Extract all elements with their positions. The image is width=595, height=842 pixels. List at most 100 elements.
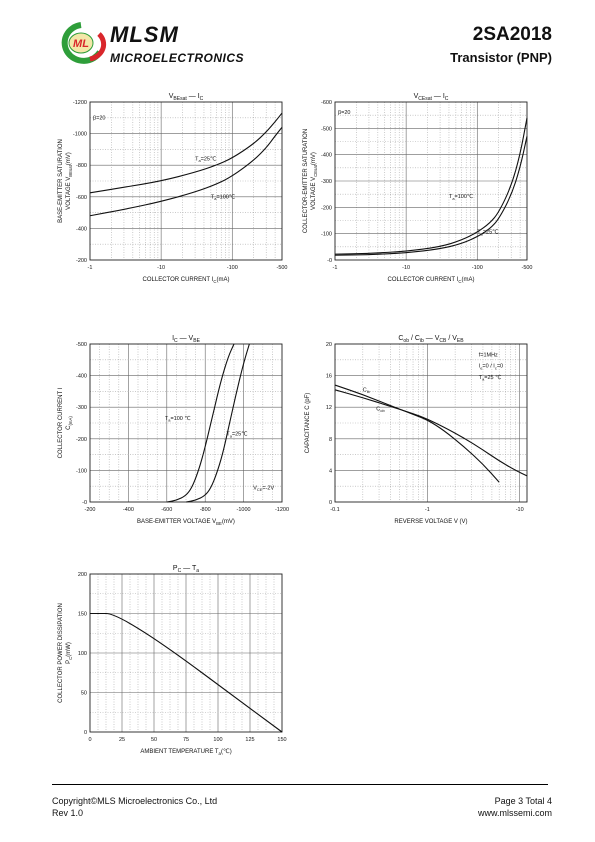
y-tick-label: -1200 xyxy=(73,100,87,106)
y-tick-label: 100 xyxy=(78,651,87,657)
y-tick-label: -400 xyxy=(76,226,87,232)
x-tick-label: 100 xyxy=(213,737,222,743)
chart-annotation: Ta=25 ℃ xyxy=(479,374,502,382)
y-tick-label: -500 xyxy=(76,342,87,348)
y-tick-label: -800 xyxy=(76,163,87,169)
series-line-0 xyxy=(334,384,500,483)
y-tick-label: -100 xyxy=(76,468,87,474)
x-axis-label: COLLECTOR CURRENT IC(mA) xyxy=(388,277,475,284)
footer-divider xyxy=(52,784,548,785)
x-tick-label: -10 xyxy=(157,265,165,271)
x-tick-label: -1 xyxy=(333,265,338,271)
x-tick-label: -10 xyxy=(516,507,524,513)
plot-frame xyxy=(89,101,283,261)
series-line-1 xyxy=(334,389,528,477)
grid xyxy=(90,344,282,502)
chart-title: VCEsat — IC xyxy=(414,93,449,102)
y-tick-label: 0 xyxy=(84,730,87,736)
y-tick-label: -200 xyxy=(76,437,87,443)
y-tick-label: -500 xyxy=(321,126,332,132)
y-tick-label: 8 xyxy=(329,437,332,443)
y-tick-label: -400 xyxy=(321,153,332,159)
x-tick-label: -100 xyxy=(227,265,238,271)
y-tick-label: 16 xyxy=(326,374,332,380)
y-tick-label: -200 xyxy=(76,258,87,264)
series-label: Ta=25℃ xyxy=(226,431,247,439)
x-axis-label: BASE-EMITTER VOLTAGE VBE(mV) xyxy=(137,519,235,526)
grid xyxy=(335,344,527,502)
logo-letters: ML xyxy=(73,38,89,50)
y-axis-label: VOLTAGE VBEsat(mV) xyxy=(66,152,73,210)
y-axis-label: BASE-EMITTER SATURATION xyxy=(58,139,64,223)
y-tick-label: 150 xyxy=(78,612,87,618)
grid xyxy=(90,574,282,732)
series-line-0 xyxy=(334,117,528,255)
chart-annotation: β=20 xyxy=(93,115,106,121)
x-tick-label: 75 xyxy=(183,737,189,743)
y-tick-label: 50 xyxy=(81,691,87,697)
y-tick-label: 12 xyxy=(326,405,332,411)
brand-name: MLSM xyxy=(110,22,179,47)
y-axis-label: VOLTAGE VCEsat(mV) xyxy=(311,152,318,210)
chart-title: IC — VBE xyxy=(172,335,201,344)
series-label: Ta=25℃ xyxy=(477,229,498,237)
x-tick-label: -600 xyxy=(161,507,172,513)
x-tick-label: -1 xyxy=(425,507,430,513)
x-tick-label: -200 xyxy=(84,507,95,513)
series-label: Ta=100℃ xyxy=(449,193,473,201)
y-tick-label: -600 xyxy=(76,195,87,201)
chart-vce-sat: -1 -10 -100 -500 -0 -100 -200 -300 -400 -500 -600 V… xyxy=(303,93,533,284)
chart-title: PC — Ta xyxy=(173,565,199,574)
x-axis-label: REVERSE VOLTAGE V (V) xyxy=(394,519,467,525)
x-tick-label: -10 xyxy=(402,265,410,271)
grid xyxy=(335,102,527,260)
y-axis-label: COLLECTOR POWER DISSIPATION xyxy=(58,603,64,703)
y-tick-label: 0 xyxy=(329,500,332,506)
chart-cap-vr: -0.1 -1 -10 0 4 8 12 16 20 Cob / Cib — VCB / VEB R… xyxy=(305,335,528,525)
y-tick-label: 200 xyxy=(78,572,87,578)
chart-title: VBEsat — IC xyxy=(169,93,204,102)
brand-subtitle: MICROELECTRONICS xyxy=(110,51,244,65)
y-axis-label: PC(mW) xyxy=(66,642,73,664)
series-line-0 xyxy=(166,343,235,503)
series-label: Ta=100 ℃ xyxy=(165,415,191,423)
footer-copyright: Copyright©MLS Microelectronics Co., Ltd xyxy=(52,796,218,806)
y-axis-label: C(mA) xyxy=(66,416,73,430)
x-tick-label: -0.1 xyxy=(330,507,339,513)
chart-annotation: VCE=-2V xyxy=(253,485,274,492)
footer-page-number: Page 3 Total 4 xyxy=(494,796,552,806)
mlsm-logo-icon: ML xyxy=(61,22,107,64)
plot-frame xyxy=(334,343,528,503)
y-tick-label: -300 xyxy=(321,179,332,185)
chart-vbe-sat: -1 -10 -100 -500 -200 -400 -600 -800 -1000 -1200 V… xyxy=(58,93,288,284)
series-line-1 xyxy=(334,136,528,256)
y-axis-label: COLLECTOR CURRENT I xyxy=(58,387,64,458)
series-line-1 xyxy=(89,126,283,217)
y-tick-label: 4 xyxy=(329,468,332,474)
x-tick-label: -400 xyxy=(123,507,134,513)
x-axis-label: COLLECTOR CURRENT IC(mA) xyxy=(143,277,230,284)
x-tick-label: 125 xyxy=(245,737,254,743)
series-line-0 xyxy=(89,112,283,194)
x-tick-label: -100 xyxy=(472,265,483,271)
y-tick-label: -1000 xyxy=(73,132,87,138)
chart-annotation: f=1MHz xyxy=(479,353,498,359)
y-tick-label: -0 xyxy=(82,500,87,506)
series-line-0 xyxy=(90,612,283,733)
x-tick-label: -1 xyxy=(88,265,93,271)
x-tick-label: 50 xyxy=(151,737,157,743)
y-tick-label: -600 xyxy=(321,100,332,106)
x-tick-label: 150 xyxy=(277,737,286,743)
y-tick-label: -100 xyxy=(321,232,332,238)
plot-frame xyxy=(89,573,283,733)
grid xyxy=(90,102,282,260)
footer-website: www.mlssemi.com xyxy=(477,808,552,818)
chart-title: Cob / Cib — VCB / VEB xyxy=(398,335,464,344)
part-number: 2SA2018 xyxy=(472,24,552,45)
y-tick-label: -200 xyxy=(321,205,332,211)
x-tick-label: -500 xyxy=(276,265,287,271)
series-line-1 xyxy=(185,343,250,503)
plot-frame xyxy=(334,101,528,261)
x-tick-label: -800 xyxy=(200,507,211,513)
y-tick-label: -0 xyxy=(327,258,332,264)
